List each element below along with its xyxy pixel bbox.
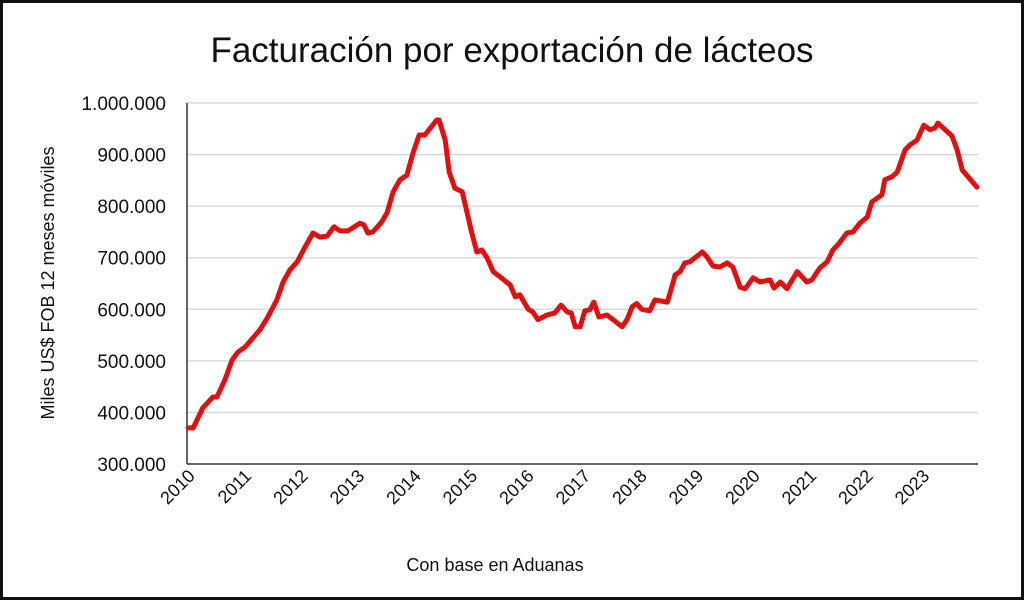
- y-tick-label: 700.000: [97, 249, 166, 270]
- x-tick-label: 2020: [721, 466, 763, 508]
- x-tick-label: 2017: [552, 466, 594, 508]
- y-tick-label: 400.000: [97, 403, 166, 424]
- y-tick-label: 1.000.000: [81, 94, 166, 115]
- x-tick-label: 2023: [891, 466, 933, 508]
- series-line-facturacion: [185, 117, 980, 431]
- x-axis-label: Con base en Aduanas: [406, 555, 583, 575]
- y-tick-label: 300.000: [97, 455, 166, 476]
- x-tick-label: 2018: [608, 466, 650, 508]
- y-tick-label: 900.000: [97, 146, 166, 167]
- y-tick-label: 500.000: [97, 352, 166, 373]
- x-tick-label: 2015: [439, 466, 481, 508]
- x-axis-ticks: 2010 2011 2012 2013 2014 2015 2016 2017 2018 2019…: [156, 466, 933, 508]
- x-tick-label: 2011: [214, 466, 256, 508]
- gridlines: [187, 102, 978, 414]
- y-tick-label: 600.000: [97, 300, 166, 321]
- chart-title: Facturación por exportación de lácteos: [210, 31, 813, 70]
- x-tick-label: 2021: [778, 466, 820, 508]
- y-axis-label: Miles US$ FOB 12 meses móviles: [38, 146, 58, 419]
- x-tick-label: 2022: [834, 466, 876, 508]
- y-axis-ticks: 300.000 400.000 500.000 600.000 700.000 800.0…: [81, 94, 166, 476]
- x-tick-label: 2016: [495, 466, 537, 508]
- x-tick-label: 2019: [665, 466, 707, 508]
- x-tick-label: 2012: [269, 466, 311, 508]
- x-tick-label: 2013: [326, 466, 368, 508]
- y-tick-label: 800.000: [97, 197, 166, 218]
- x-tick-label: 2014: [382, 466, 424, 508]
